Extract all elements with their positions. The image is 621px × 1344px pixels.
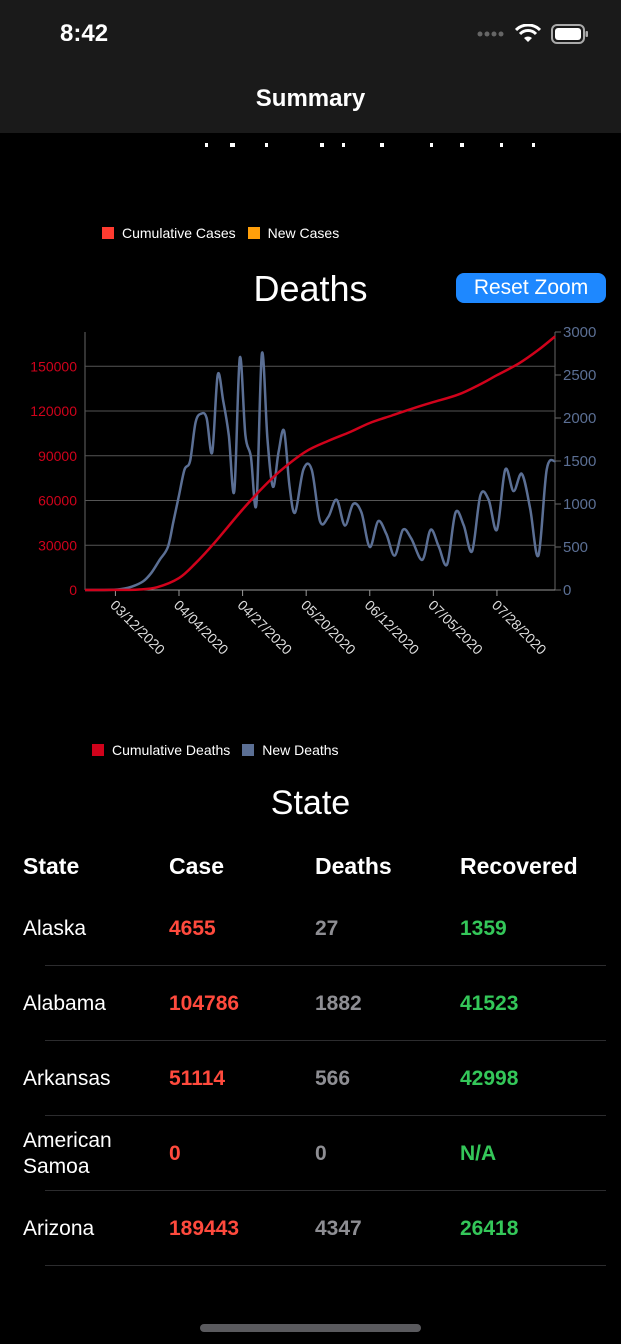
legend-label: Cumulative Deaths <box>112 742 231 758</box>
state-cell: Alabama <box>23 991 106 1015</box>
y-right-tick-label: 500 <box>563 539 588 556</box>
recovered-cell: 41523 <box>460 991 519 1015</box>
table-row[interactable]: Arkansas 51114 566 42998 <box>0 1041 621 1116</box>
reset-zoom-button[interactable]: Reset Zoom <box>456 273 606 303</box>
row-separator <box>45 1040 606 1041</box>
legend-item-new-cases[interactable]: New Cases <box>247 225 340 241</box>
deaths-chart-title: Deaths <box>253 268 368 309</box>
deaths-chart[interactable]: 150000 120000 90000 60000 30000 0 3000 2500 2000… <box>0 320 621 680</box>
table-row[interactable]: Arizona 189443 4347 26418 <box>0 1191 621 1266</box>
state-cell: Alaska <box>23 916 87 940</box>
table-row[interactable]: Alaska 4655 27 1359 <box>0 891 621 966</box>
navigation-bar: Summary <box>0 70 621 133</box>
series-line-cumulative-deaths <box>84 335 556 592</box>
legend-swatch <box>242 744 255 756</box>
case-cell: 51114 <box>169 1066 226 1090</box>
y-right-tick-label: 1500 <box>563 453 596 470</box>
battery-icon <box>551 24 588 44</box>
row-separator <box>45 1190 606 1191</box>
y-right-tick-label: 2500 <box>563 367 596 384</box>
header-state: State <box>23 853 80 879</box>
y-right-tick-label: 3000 <box>563 324 596 341</box>
legend-item-cumulative-deaths[interactable]: Cumulative Deaths <box>92 742 230 758</box>
recovered-cell: 42998 <box>460 1066 519 1090</box>
legend-label: New Deaths <box>262 742 339 758</box>
row-separator <box>45 1265 606 1266</box>
legend-label: Cumulative Cases <box>122 225 236 241</box>
state-section-title: State <box>270 784 351 822</box>
legend-item-new-deaths[interactable]: New Deaths <box>242 742 339 758</box>
deaths-chart-legend: Cumulative Deaths New Deaths <box>92 742 351 758</box>
legend-swatch <box>102 227 114 239</box>
wifi-icon <box>515 24 541 42</box>
table-row[interactable]: Alabama 104786 1882 41523 <box>0 966 621 1041</box>
y-left-tick-label: 30000 <box>38 537 77 553</box>
status-icons <box>477 24 589 44</box>
case-cell: 0 <box>169 1141 181 1165</box>
x-tick-label: 07/05/2020 <box>425 597 486 658</box>
y-right-tick-label: 0 <box>563 582 571 599</box>
x-tick-label: 04/04/2020 <box>171 597 232 658</box>
recovered-cell: 1359 <box>460 916 507 940</box>
y-left-tick-label: 150000 <box>30 358 77 374</box>
recovered-cell: N/A <box>460 1141 497 1165</box>
header-deaths: Deaths <box>315 853 392 879</box>
clipped-text-remnant <box>205 143 535 147</box>
legend-item-cumulative-cases[interactable]: Cumulative Cases <box>102 225 236 241</box>
x-tick-label: 06/12/2020 <box>362 597 423 658</box>
case-cell: 4655 <box>169 916 216 940</box>
deaths-cell: 566 <box>315 1066 351 1090</box>
case-cell: 104786 <box>169 991 240 1015</box>
home-indicator <box>200 1324 421 1332</box>
recovered-cell: 26418 <box>460 1216 519 1240</box>
deaths-cell: 4347 <box>315 1216 362 1240</box>
table-header: State Case Deaths Recovered <box>0 845 621 891</box>
row-separator <box>45 1115 606 1116</box>
x-tick-label: 03/12/2020 <box>107 597 168 658</box>
y-left-tick-label: 60000 <box>38 493 77 509</box>
state-table: State Case Deaths Recovered Alaska 4655 27… <box>0 845 621 1266</box>
x-tick-label: 04/27/2020 <box>234 597 295 658</box>
status-bar: 8:42 <box>0 0 621 70</box>
state-cell: Arkansas <box>23 1066 111 1090</box>
y-left-tick-label: 120000 <box>30 403 77 419</box>
y-right-tick-label: 1000 <box>563 496 596 513</box>
cases-chart-legend: Cumulative Cases New Cases <box>102 225 351 241</box>
case-cell: 189443 <box>169 1216 240 1240</box>
legend-swatch <box>92 744 104 756</box>
x-tick-label: 07/28/2020 <box>489 597 550 658</box>
state-cell: American Samoa <box>23 1129 112 1178</box>
state-cell: Arizona <box>23 1216 95 1240</box>
row-separator <box>45 965 606 966</box>
y-left-tick-label: 90000 <box>38 448 77 464</box>
legend-label: New Cases <box>267 225 340 241</box>
y-right-tick-label: 2000 <box>563 410 596 427</box>
legend-swatch <box>247 227 260 239</box>
deaths-cell: 27 <box>315 916 339 940</box>
deaths-cell: 0 <box>315 1141 327 1165</box>
header-recovered: Recovered <box>460 853 578 879</box>
series-line-new-deaths <box>84 351 556 592</box>
deaths-cell: 1882 <box>315 991 362 1015</box>
table-row[interactable]: American Samoa 0 0 N/A <box>0 1116 621 1191</box>
header-case: Case <box>169 853 224 879</box>
y-left-tick-label: 0 <box>69 582 77 598</box>
x-tick-label: 05/20/2020 <box>298 597 359 658</box>
status-time: 8:42 <box>60 20 109 47</box>
page-title: Summary <box>255 85 366 112</box>
cellular-signal-icon <box>477 31 504 37</box>
